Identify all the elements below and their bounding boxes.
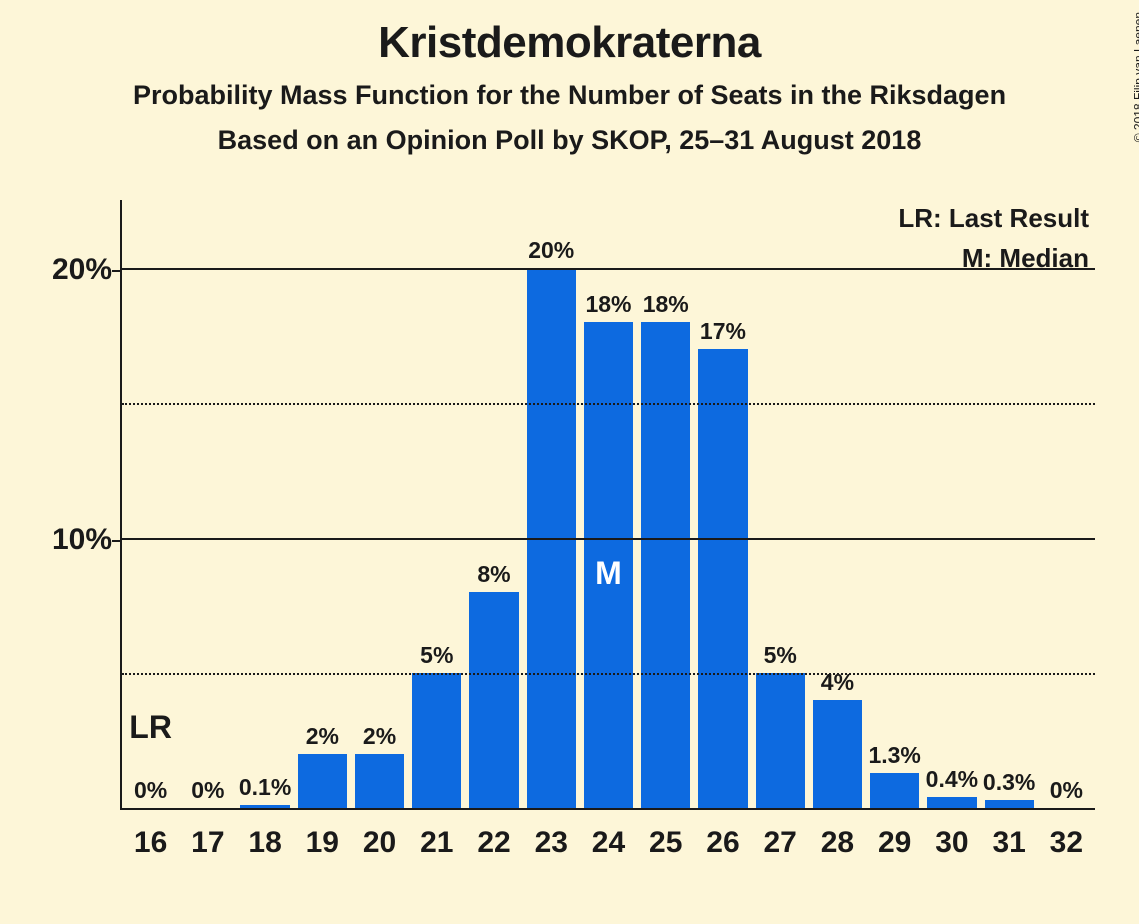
gridline-major: 20% <box>122 268 1095 270</box>
bar-value-label: 18% <box>585 291 631 322</box>
bar: 18% <box>641 322 690 808</box>
bar: 18%M <box>584 322 633 808</box>
bar-cell: 4%28 <box>809 200 866 808</box>
bar: 17% <box>698 349 747 808</box>
bar-value-label: 0.3% <box>983 769 1035 800</box>
bar-cell: 18%M24 <box>580 200 637 808</box>
x-axis-label: 18 <box>248 808 281 860</box>
gridline-minor <box>122 673 1095 675</box>
bar-value-label: 2% <box>363 723 396 754</box>
bar-value-label: 0% <box>1050 777 1083 808</box>
x-axis-label: 17 <box>191 808 224 860</box>
x-axis-label: 26 <box>706 808 739 860</box>
bar-value-label: 17% <box>700 318 746 349</box>
bar-cell: 18%25 <box>637 200 694 808</box>
bar-cell: 2%20 <box>351 200 408 808</box>
bar-value-label: 20% <box>528 237 574 268</box>
chart-title: Kristdemokraterna <box>0 0 1139 68</box>
gridline-major: 10% <box>122 538 1095 540</box>
copyright-text: © 2018 Filip van Laenen <box>1131 12 1139 142</box>
bar-cell: 17%26 <box>694 200 751 808</box>
bar-cell: 0.3%31 <box>981 200 1038 808</box>
bar: 4% <box>813 700 862 808</box>
bar-value-label: 5% <box>420 642 453 673</box>
y-axis-tick <box>112 270 122 272</box>
x-axis-label: 25 <box>649 808 682 860</box>
x-axis-label: 28 <box>821 808 854 860</box>
y-axis-tick <box>112 540 122 542</box>
x-axis-label: 22 <box>477 808 510 860</box>
x-axis-label: 31 <box>992 808 1025 860</box>
bar: 5% <box>756 673 805 808</box>
x-axis-label: 32 <box>1050 808 1083 860</box>
bar-cell: 1.3%29 <box>866 200 923 808</box>
bar-value-label: 5% <box>764 642 797 673</box>
bar-value-label: 0% <box>191 777 224 808</box>
bar-value-label: 1.3% <box>868 742 920 773</box>
bar-value-label: 0% <box>134 777 167 808</box>
bar-cell: 2%19 <box>294 200 351 808</box>
bar-value-label: 2% <box>306 723 339 754</box>
bar: 0.4% <box>927 797 976 808</box>
gridline-minor <box>122 403 1095 405</box>
x-axis-label: 23 <box>535 808 568 860</box>
bar-cell: 0.1%18 <box>236 200 293 808</box>
bar-cell: 0%32 <box>1038 200 1095 808</box>
chart-subtitle-1: Probability Mass Function for the Number… <box>0 80 1139 111</box>
bar-value-label: 18% <box>643 291 689 322</box>
x-axis-label: 27 <box>764 808 797 860</box>
bar-cell: 0%17 <box>179 200 236 808</box>
chart-subtitle-2: Based on an Opinion Poll by SKOP, 25–31 … <box>0 125 1139 156</box>
bar: 8% <box>469 592 518 808</box>
bar-cell: 0%LR16 <box>122 200 179 808</box>
bar-cell: 0.4%30 <box>923 200 980 808</box>
bar-value-label: 8% <box>477 561 510 592</box>
chart-container: LR: Last Result M: Median 0%LR160%170.1%… <box>40 190 1110 870</box>
bar-cell: 8%22 <box>465 200 522 808</box>
x-axis-label: 24 <box>592 808 625 860</box>
bar: 1.3% <box>870 773 919 808</box>
bars-container: 0%LR160%170.1%182%192%205%218%2220%2318%… <box>122 200 1095 808</box>
bar-value-label: 0.4% <box>926 766 978 797</box>
x-axis-label: 30 <box>935 808 968 860</box>
median-marker: M <box>595 555 622 592</box>
bar-cell: 5%27 <box>752 200 809 808</box>
bar-value-label: 0.1% <box>239 774 291 805</box>
x-axis-label: 20 <box>363 808 396 860</box>
bar: 5% <box>412 673 461 808</box>
x-axis-label: 21 <box>420 808 453 860</box>
last-result-marker: LR <box>129 709 172 746</box>
bar-cell: 5%21 <box>408 200 465 808</box>
bar: 2% <box>298 754 347 808</box>
x-axis-label: 16 <box>134 808 167 860</box>
bar: 0.3% <box>985 800 1034 808</box>
plot-area: LR: Last Result M: Median 0%LR160%170.1%… <box>120 200 1095 810</box>
x-axis-label: 19 <box>306 808 339 860</box>
bar: 2% <box>355 754 404 808</box>
bar-cell: 20%23 <box>523 200 580 808</box>
x-axis-label: 29 <box>878 808 911 860</box>
